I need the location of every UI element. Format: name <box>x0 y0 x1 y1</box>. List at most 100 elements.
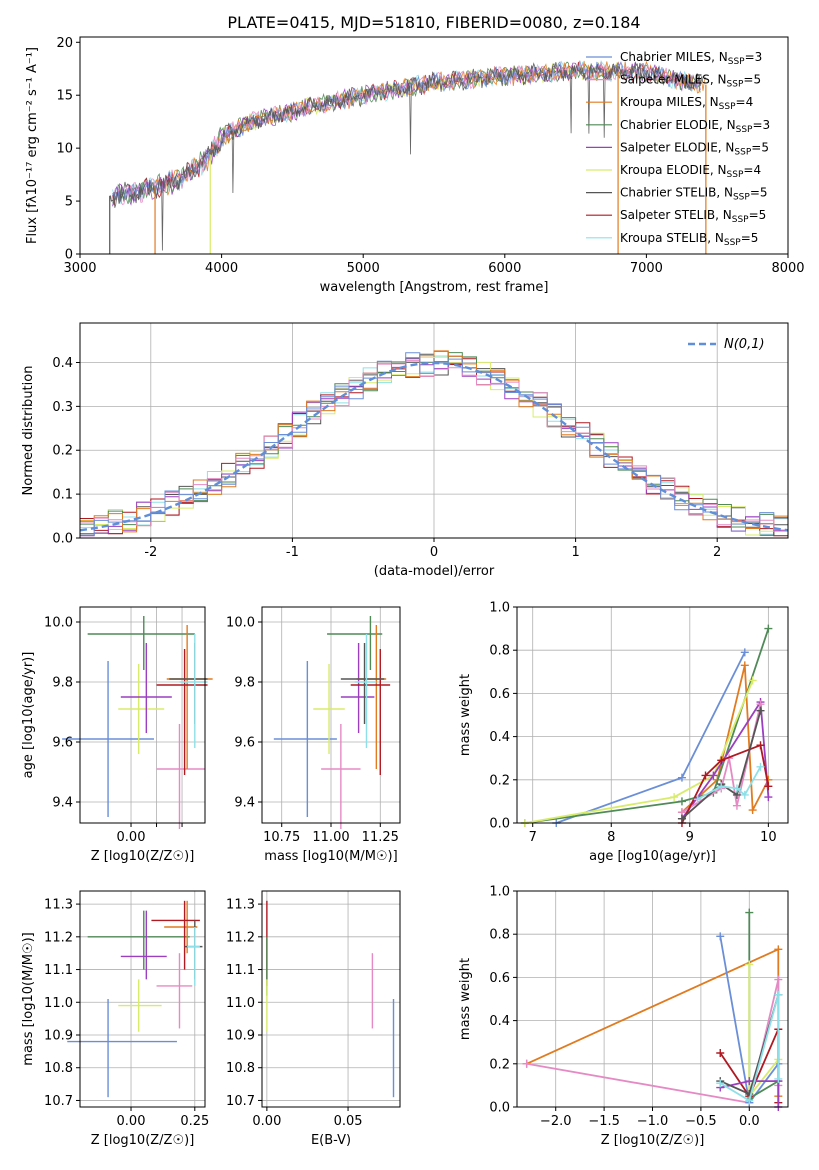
weight-marker <box>717 782 726 791</box>
legend-count: =5 <box>741 231 759 245</box>
y-tick-label: 10.0 <box>226 616 255 631</box>
x-tick-label: 3000 <box>63 261 96 276</box>
y-tick-label: 0.4 <box>489 730 510 745</box>
weight-line <box>555 651 746 824</box>
y-tick-label: 10 <box>56 142 73 157</box>
histogram-step <box>80 352 788 536</box>
weight-marker <box>740 661 749 670</box>
y-axis-label: mass weight <box>458 674 473 756</box>
x-tick-label: 7 <box>529 830 537 845</box>
y-tick-label: 10.0 <box>44 616 73 631</box>
y-tick-label: 0.4 <box>52 356 73 371</box>
x-tick-label: 11.00 <box>312 830 349 845</box>
y-tick-label: 11.3 <box>44 898 73 913</box>
y-tick-label: 10.8 <box>226 1061 255 1076</box>
legend-subscript: SSP <box>736 125 753 135</box>
x-tick-label: 11.25 <box>362 830 399 845</box>
legend-subscript: SSP <box>732 215 749 225</box>
residual-legend: N(0,1) <box>688 337 765 352</box>
legend-subscript: SSP <box>728 57 745 67</box>
weight-marker <box>748 806 757 815</box>
legend-subscript: SSP <box>734 147 751 157</box>
y-axis-label: Normed distribution <box>21 366 36 496</box>
legend-label: Chabrier ELODIE, NSSP=3 <box>620 118 770 135</box>
legend-count: =3 <box>745 50 763 64</box>
plot-area <box>520 624 773 827</box>
weight-marker <box>774 990 783 999</box>
x-tick-label: -2 <box>144 545 157 560</box>
axes-frame <box>79 890 206 1108</box>
legend-count: =4 <box>736 95 754 109</box>
weight-marker <box>716 1079 725 1088</box>
chart-mass_vs_ebv: 0.00 0.05 10.7 10.8 10.9 11.0 11.1 11.2 11.3 E(B-… <box>226 890 401 1148</box>
axes-frame <box>79 36 789 255</box>
plot-area <box>266 900 395 1098</box>
legend-label: Chabrier MILES, NSSP=3 <box>620 50 762 67</box>
y-tick-label: 11.3 <box>226 898 255 913</box>
weight-line <box>524 680 754 824</box>
x-tick-label: 1 <box>571 545 579 560</box>
weight-marker <box>756 741 765 750</box>
legend-count: =5 <box>743 73 761 87</box>
y-tick-label: 0.2 <box>52 444 73 459</box>
weight-marker <box>774 975 783 984</box>
weight-marker <box>748 676 757 685</box>
y-tick-label: 0.0 <box>489 817 510 832</box>
weight-marker <box>677 773 686 782</box>
plot-area <box>522 908 783 1111</box>
x-tick-label: 4000 <box>205 261 238 276</box>
y-tick-label: 11.2 <box>44 930 73 945</box>
x-tick-label: 5000 <box>347 261 380 276</box>
figure-title: PLATE=0415, MJD=51810, FIBERID=0080, z=0… <box>227 13 640 32</box>
x-tick-label: 0.05 <box>334 1114 363 1129</box>
y-tick-label: 0.3 <box>52 400 73 415</box>
y-tick-label: 10.7 <box>226 1094 255 1109</box>
plot-area <box>62 616 213 829</box>
weight-marker <box>774 1074 783 1083</box>
weight-marker <box>764 782 773 791</box>
y-tick-label: 1.0 <box>489 601 510 616</box>
plot-area <box>109 59 707 254</box>
chart-residuals: -2 -1 0 1 2 0.0 0.1 0.2 0.3 0.4 (data-model)/error… <box>21 322 789 579</box>
axes-frame <box>261 890 401 1108</box>
legend-subscript: SSP <box>727 170 744 180</box>
weight-marker <box>764 624 773 633</box>
x-tick-label: 0.00 <box>117 1114 146 1129</box>
y-tick-label: 10.7 <box>44 1094 73 1109</box>
weight-marker <box>670 793 679 802</box>
x-tick-label: 0.00 <box>252 1114 281 1129</box>
weight-marker <box>756 762 765 771</box>
x-axis-label: Z [log10(Z/Z☉)] <box>601 1133 705 1148</box>
spectrum-line <box>109 61 704 251</box>
spectrum-line <box>112 59 701 205</box>
x-tick-label: 9 <box>686 830 694 845</box>
chart-mass_vs_Z: 0.00 0.25 10.7 10.8 10.9 11.0 11.1 11.2 11.3 Z [l… <box>21 890 209 1148</box>
y-tick-label: 11.1 <box>44 963 73 978</box>
y-tick-label: 0.0 <box>489 1101 510 1116</box>
weight-marker <box>717 756 726 765</box>
weight-marker <box>709 771 718 780</box>
chart-mass_weight_vs_Z: −2.0 −1.5 −1.0 −0.5 0.0 0.0 0.2 0.4 0.6 0.8 1.0 Z [… <box>458 885 789 1148</box>
x-tick-label: 2 <box>713 545 721 560</box>
weight-marker <box>716 932 725 941</box>
histogram-step <box>80 350 788 533</box>
legend-label: N(0,1) <box>724 337 765 352</box>
y-tick-label: 11.0 <box>44 996 73 1011</box>
x-tick-label: 10.75 <box>263 830 300 845</box>
axes-frame <box>79 606 206 824</box>
y-tick-label: 10.9 <box>226 1029 255 1044</box>
weight-marker <box>716 1049 725 1057</box>
normal-curve <box>79 361 789 532</box>
y-tick-label: 0.8 <box>489 928 510 943</box>
legend-count: =4 <box>743 163 761 177</box>
weight-marker <box>740 648 749 657</box>
plot-area <box>273 616 391 829</box>
y-tick-label: 9.8 <box>234 676 255 691</box>
weight-marker <box>764 793 773 802</box>
plot-area <box>79 350 789 537</box>
weight-line <box>720 1080 780 1107</box>
weight-marker <box>701 771 710 780</box>
legend-label: Kroupa ELODIE, NSSP=4 <box>620 163 761 180</box>
weight-line <box>681 665 770 814</box>
weight-line <box>524 628 770 824</box>
